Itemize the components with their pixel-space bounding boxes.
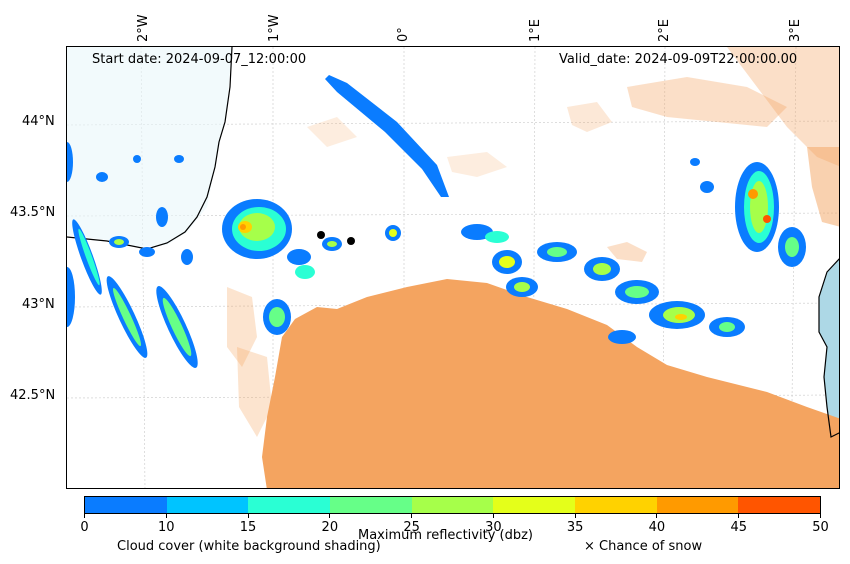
colorbar-label: Maximum reflectivity (dbz) bbox=[358, 528, 533, 543]
colorbar-tick bbox=[247, 514, 249, 518]
colorbar-tick-label: 25 bbox=[403, 520, 420, 535]
colorbar-tick bbox=[656, 514, 658, 518]
map-panel[interactable] bbox=[66, 46, 840, 489]
colorbar-tick bbox=[411, 514, 413, 518]
colorbar-segment bbox=[656, 497, 739, 513]
sea-area-bay bbox=[67, 47, 232, 247]
lat-label-42-5n: 42.5°N bbox=[10, 388, 56, 403]
colorbar-tick bbox=[820, 514, 821, 518]
snow-legend: × Chance of snow bbox=[584, 539, 703, 554]
cloud-cover-layer bbox=[227, 47, 839, 488]
colorbar-segment bbox=[85, 497, 167, 513]
lon-label-1e: 1°E bbox=[528, 19, 543, 42]
colorbar-segment bbox=[166, 497, 249, 513]
map-canvas bbox=[67, 47, 839, 488]
sea-area bbox=[819, 259, 839, 437]
snow-marker bbox=[317, 231, 325, 239]
cloud-cover-legend: Cloud cover (white background shading) bbox=[117, 539, 381, 554]
colorbar-segment bbox=[575, 497, 657, 513]
lon-label-1w: 1°W bbox=[267, 14, 282, 42]
colorbar-segment bbox=[738, 497, 821, 513]
colorbar-segment bbox=[330, 497, 412, 513]
colorbar-tick-label: 10 bbox=[157, 520, 175, 535]
colorbar-tick bbox=[165, 514, 167, 518]
colorbar-tick-label: 0 bbox=[80, 520, 89, 535]
colorbar-tick-label: 15 bbox=[239, 520, 257, 535]
colorbar bbox=[84, 496, 821, 514]
colorbar-tick-label: 45 bbox=[730, 520, 747, 535]
colorbar-tick bbox=[329, 514, 331, 518]
valid-date-label: Valid_date: 2024-09-09T22:00:00.00 bbox=[559, 52, 798, 67]
colorbar-tick-label: 30 bbox=[485, 520, 502, 535]
colorbar-tick-label: 35 bbox=[566, 520, 584, 535]
lat-label-43n: 43°N bbox=[22, 297, 55, 312]
lon-label-2w: 2°W bbox=[136, 14, 151, 42]
lon-label-2e: 2°E bbox=[657, 19, 672, 42]
snow-marker bbox=[347, 237, 355, 245]
snow-markers bbox=[317, 231, 355, 245]
colorbar-tick-label: 50 bbox=[812, 520, 829, 535]
lon-label-3e: 3°E bbox=[788, 19, 803, 42]
lon-label-0: 0° bbox=[396, 27, 411, 42]
start-date-label: Start date: 2024-09-07_12:00:00 bbox=[92, 52, 307, 67]
lat-label-43-5n: 43.5°N bbox=[10, 205, 56, 220]
lat-label-44n: 44°N bbox=[22, 114, 55, 129]
colorbar-segment bbox=[411, 497, 494, 513]
colorbar-segment bbox=[248, 497, 331, 513]
colorbar-tick-label: 40 bbox=[648, 520, 666, 535]
colorbar-tick-label: 20 bbox=[321, 520, 339, 535]
colorbar-tick bbox=[492, 514, 494, 518]
colorbar-segment bbox=[493, 497, 576, 513]
colorbar-tick bbox=[738, 514, 740, 518]
reflectivity-layer bbox=[67, 75, 806, 368]
colorbar-tick bbox=[574, 514, 576, 518]
colorbar-tick bbox=[84, 514, 85, 518]
